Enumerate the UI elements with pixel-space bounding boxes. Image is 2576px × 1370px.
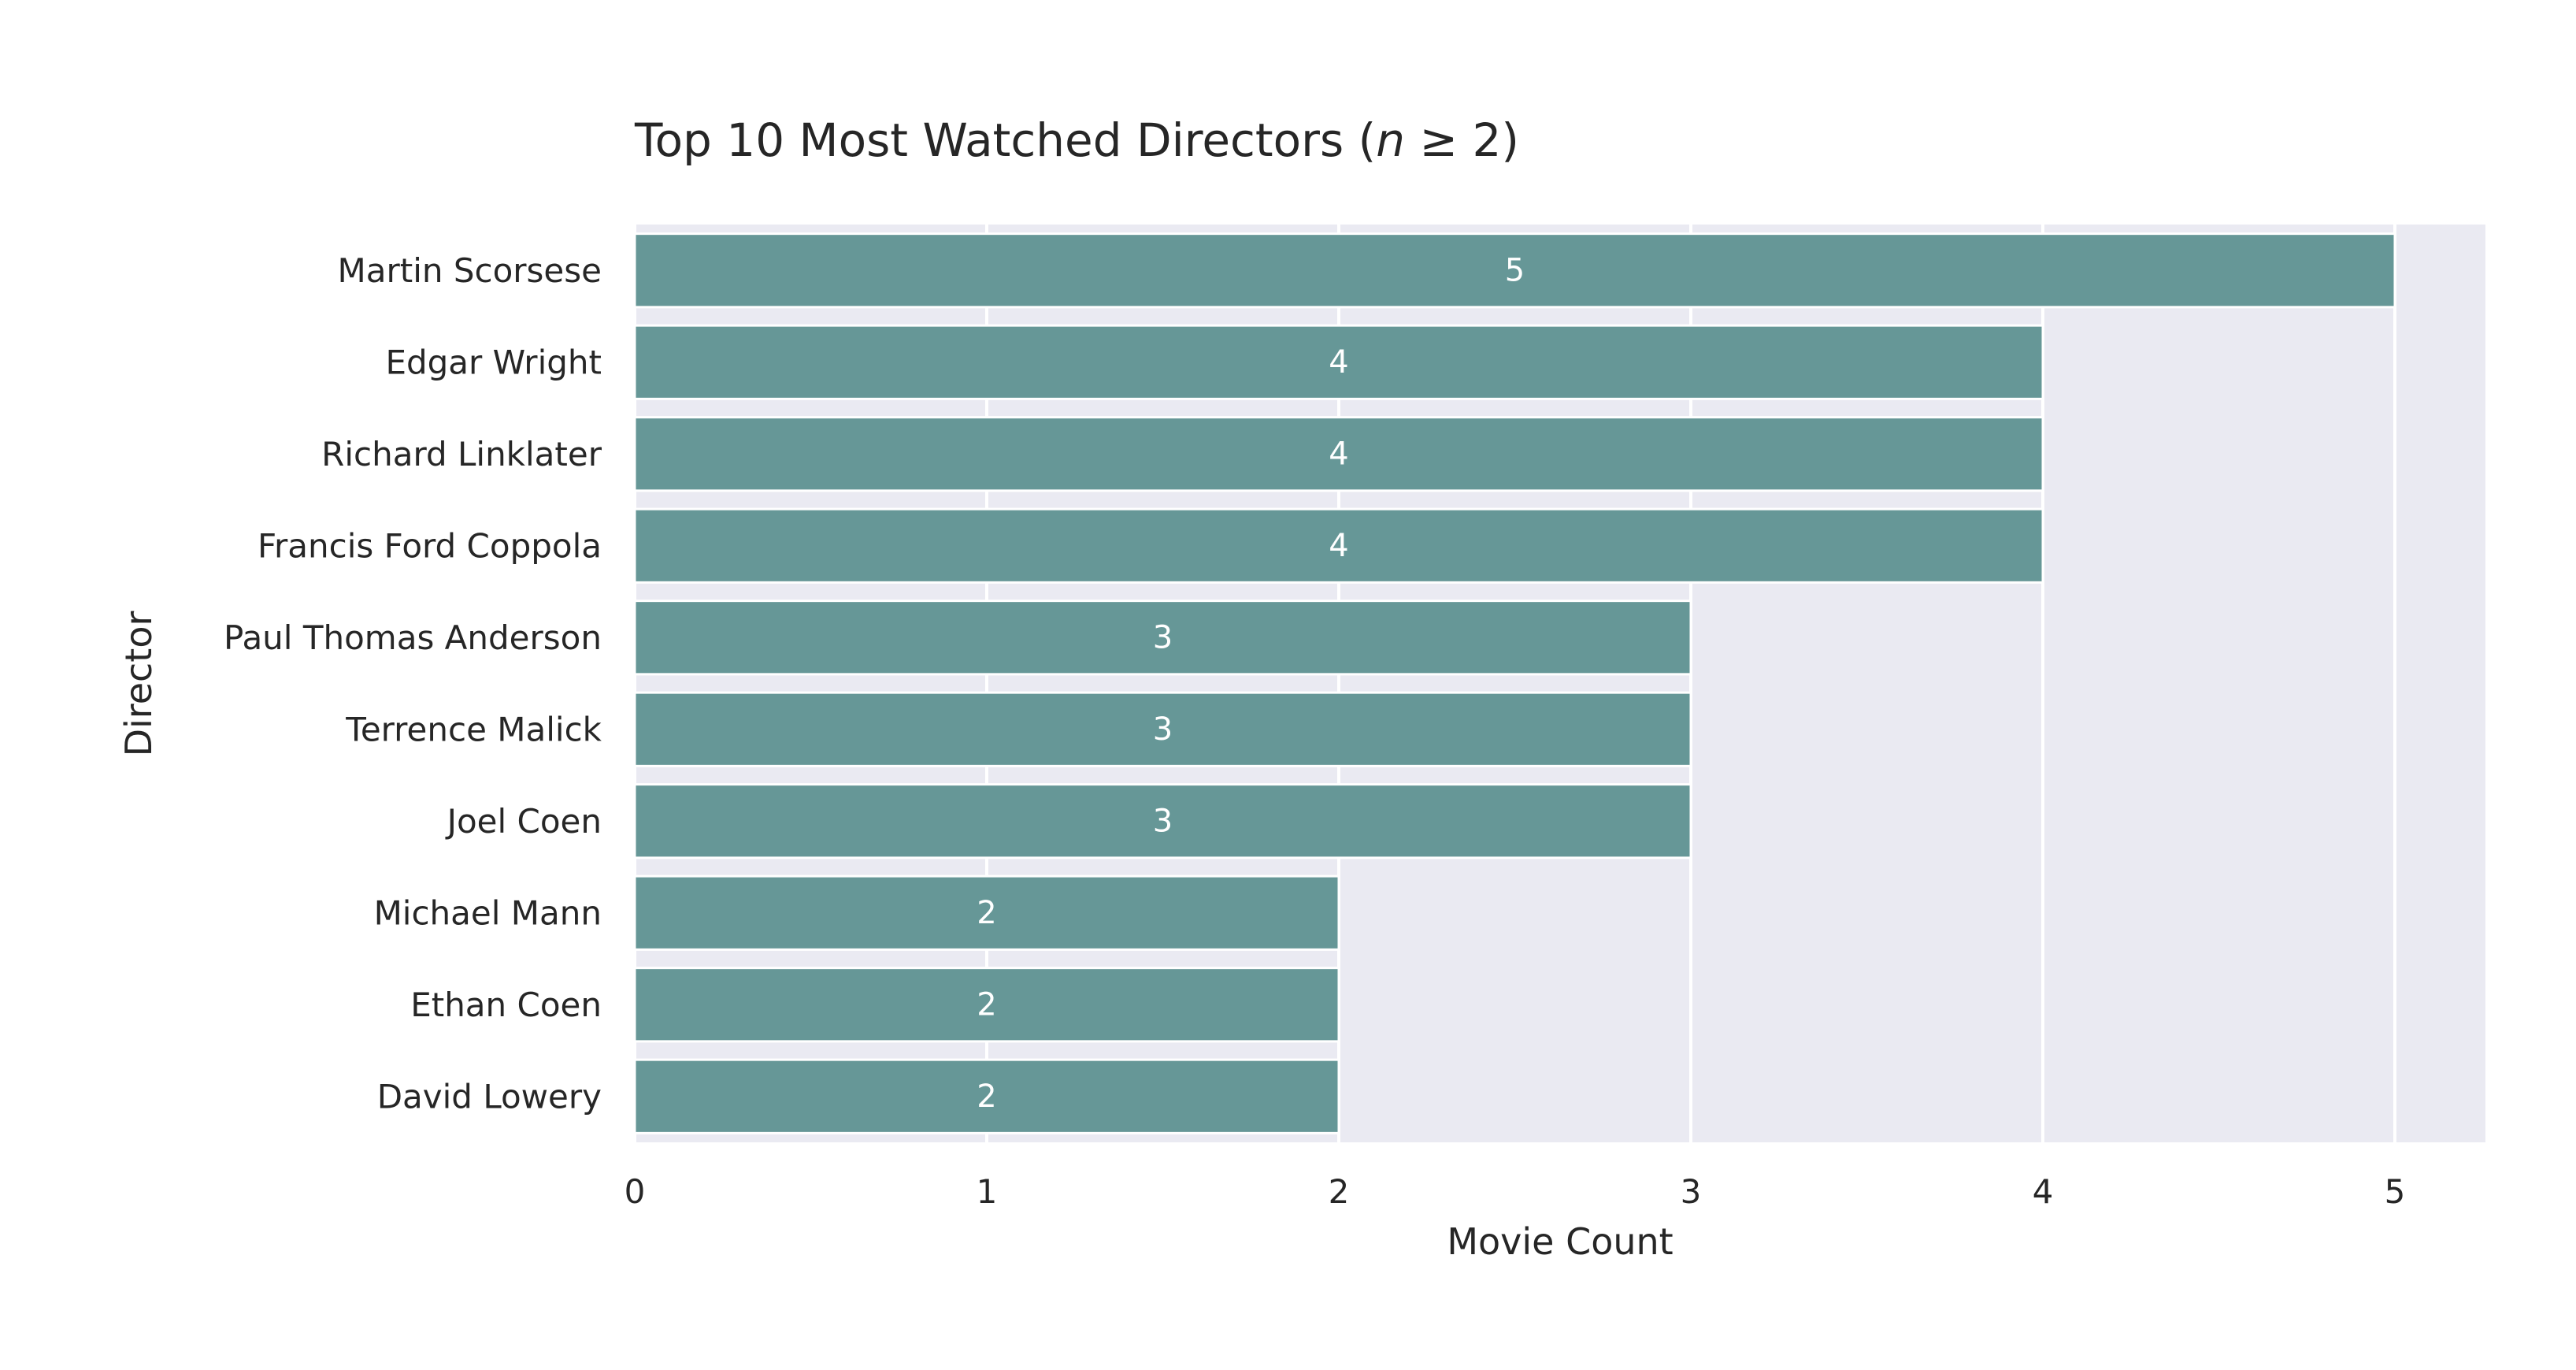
- bar: [633, 783, 1692, 859]
- bar-value-label: 4: [1329, 436, 1348, 472]
- x-tick-label: 3: [1681, 1172, 1702, 1211]
- bar: [633, 232, 2396, 309]
- y-tick-label: Edgar Wright: [385, 343, 602, 381]
- chart-title-suffix: ≥ 2): [1405, 113, 1519, 167]
- y-tick-label: Ethan Coen: [410, 986, 602, 1024]
- x-tick-label: 0: [625, 1172, 646, 1211]
- x-tick-labels: 0 1 2 3 4 5: [625, 1172, 2406, 1211]
- y-axis-label: Director: [117, 611, 160, 757]
- bar: [633, 507, 2044, 584]
- chart-title-italic: n: [1376, 113, 1405, 167]
- y-tick-label: David Lowery: [377, 1077, 602, 1116]
- x-tick-label: 5: [2385, 1172, 2406, 1211]
- y-tick-label: Terrence Malick: [345, 710, 602, 748]
- x-axis-label: Movie Count: [1447, 1220, 1673, 1263]
- y-tick-labels: Martin Scorsese Edgar Wright Richard Linkl…: [224, 251, 602, 1116]
- bar-value-label: 2: [977, 895, 996, 931]
- bar: [633, 600, 1692, 676]
- bar-value-label: 3: [1153, 803, 1173, 839]
- bar-value-label: 2: [977, 1079, 996, 1115]
- chart-title-prefix: Top 10 Most Watched Directors (: [634, 113, 1376, 167]
- x-tick-label: 4: [2033, 1172, 2054, 1211]
- bar: [633, 691, 1692, 767]
- bar: [633, 416, 2044, 492]
- y-tick-label: Joel Coen: [445, 802, 602, 841]
- bar-value-label: 4: [1329, 528, 1348, 564]
- bar-value-label: 5: [1505, 252, 1525, 288]
- bar-value-label: 3: [1153, 711, 1173, 748]
- bar: [633, 967, 1340, 1043]
- bar-value-label: 3: [1153, 619, 1173, 655]
- y-tick-label: Michael Mann: [374, 893, 602, 932]
- bar-value-label: 2: [977, 986, 996, 1023]
- bar: [633, 324, 2044, 400]
- bar: [633, 874, 1340, 951]
- chart-title: Top 10 Most Watched Directors (n ≥ 2): [634, 113, 1519, 167]
- y-tick-label: Martin Scorsese: [337, 251, 602, 290]
- bar: [633, 1058, 1340, 1134]
- y-tick-label: Richard Linklater: [321, 435, 602, 473]
- x-tick-label: 1: [977, 1172, 998, 1211]
- x-tick-label: 2: [1329, 1172, 1350, 1211]
- bar-value-label: 4: [1329, 344, 1348, 381]
- bars: 5 4 4 4 3 3 3 2 2 2: [633, 232, 2396, 1134]
- y-tick-label: Francis Ford Coppola: [258, 526, 602, 565]
- y-tick-label: Paul Thomas Anderson: [224, 618, 602, 657]
